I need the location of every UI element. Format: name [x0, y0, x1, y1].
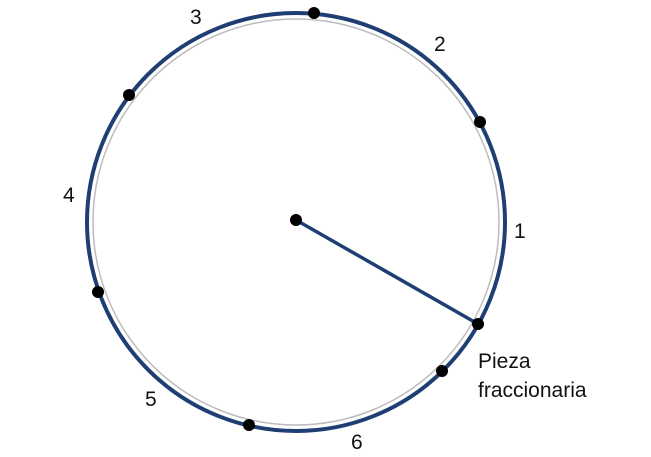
- fraction-label-line1: Pieza: [478, 350, 531, 373]
- outer-arc-circle: [85, 11, 507, 433]
- fraction-label-line2: fraccionaria: [478, 379, 587, 402]
- inner-reference-circle: [92, 18, 500, 426]
- arc-point-5: [243, 419, 255, 431]
- arc-point-1: [474, 116, 486, 128]
- arc-point-4: [92, 286, 104, 298]
- center-point: [290, 214, 302, 226]
- arc-point-6: [436, 365, 448, 377]
- segment-label-6: 6: [351, 431, 363, 454]
- arc-point-3: [123, 89, 135, 101]
- segment-label-1: 1: [514, 220, 526, 243]
- segment-label-5: 5: [145, 388, 157, 411]
- start-point: [472, 318, 484, 330]
- segment-label-3: 3: [190, 6, 202, 29]
- arc-point-2: [308, 7, 320, 19]
- segment-label-4: 4: [63, 184, 75, 207]
- radius-line: [295, 218, 479, 326]
- segment-label-2: 2: [434, 33, 446, 56]
